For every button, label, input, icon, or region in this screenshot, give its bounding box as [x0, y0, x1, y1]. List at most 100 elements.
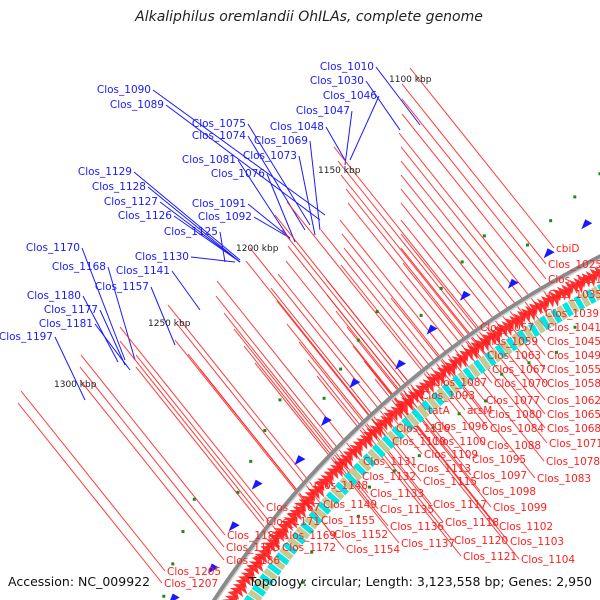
gene-label-forward: Clos_1128	[92, 181, 146, 193]
cog-category-block	[436, 387, 450, 402]
reverse-cds-arrow	[280, 520, 293, 531]
gene-label-reverse: Clos_1100	[432, 436, 486, 448]
leader-line	[298, 155, 316, 236]
cog-category-block	[484, 351, 497, 367]
cog-category-block	[516, 329, 530, 345]
reverse-cds-arrow	[295, 502, 307, 513]
leader-line	[401, 83, 547, 265]
gc-marker	[439, 286, 443, 290]
gc-marker	[181, 530, 185, 534]
cog-category-block	[353, 462, 368, 477]
gene-label-reverse: Clos_1152	[334, 529, 388, 541]
reverse-cds-arrow	[283, 517, 298, 529]
leader-line	[400, 146, 546, 328]
gene-label-forward: Clos_1125	[164, 226, 218, 238]
cog-category-block	[573, 295, 586, 311]
reverse-cds-arrow	[263, 542, 276, 553]
gene-label-reverse: Clos_1025	[548, 259, 600, 271]
leader-line	[400, 233, 546, 415]
reverse-cds-arrow	[581, 273, 592, 288]
reverse-cds-arrow	[339, 454, 353, 468]
gene-label-forward: Clos_1180	[27, 290, 81, 302]
gene-label-reverse: Clos_1115	[423, 476, 477, 488]
reverse-cds-arrow	[286, 513, 298, 523]
leader-line	[147, 186, 241, 263]
leader-line	[119, 340, 265, 522]
cog-category-block	[357, 457, 372, 472]
leader-line	[54, 336, 86, 401]
cog-category-block	[596, 283, 600, 292]
gc-marker	[419, 313, 423, 317]
gene-label-reverse: Clos_1063	[487, 350, 541, 362]
leader-line	[352, 345, 498, 527]
reverse-cds-arrow	[536, 298, 548, 315]
cog-category-block	[511, 333, 524, 348]
reverse-cds-arrow	[520, 308, 531, 323]
gene-label-reverse: Clos_1119	[392, 436, 446, 448]
cog-category-block	[489, 347, 503, 363]
gc-marker	[457, 412, 461, 416]
reverse-cds-arrow	[451, 356, 462, 369]
gene-label-reverse: Clos_1095	[472, 454, 526, 466]
leader-line	[167, 304, 313, 486]
forward-cds-arrow	[170, 593, 180, 600]
reverse-cds-arrow	[548, 291, 560, 308]
reverse-cds-arrow	[524, 305, 536, 322]
gene-label-reverse: Clos_1088	[487, 440, 541, 452]
reverse-cds-arrow	[569, 279, 579, 294]
gene-label-reverse: Clos_1068	[547, 423, 600, 435]
reverse-cds-arrow	[540, 296, 551, 309]
cog-category-block	[505, 336, 519, 352]
leader-line	[400, 219, 546, 401]
reverse-cds-arrow	[232, 584, 248, 595]
leader-line	[326, 294, 472, 476]
reverse-cds-arrow	[227, 590, 240, 600]
reverse-cds-arrow	[501, 321, 512, 337]
cog-category-block	[579, 292, 591, 308]
leader-line	[390, 297, 536, 479]
forward-cds-arrow	[320, 416, 332, 427]
reverse-cds-arrow	[485, 331, 496, 345]
reverse-cds-arrow	[268, 534, 280, 545]
cog-category-block	[585, 289, 597, 305]
cog-category-block	[500, 340, 513, 356]
cog-category-block	[562, 301, 574, 317]
leader-line	[94, 323, 131, 371]
gene-labels: Clos_1010 Clos_1030 Clos_1090 Clos_1046 Clos…	[0, 61, 600, 590]
cog-category-block	[533, 318, 546, 334]
gc-marker	[162, 594, 166, 598]
reverse-cds-arrow	[301, 495, 316, 508]
gc-marker	[192, 497, 196, 501]
gene-label-reverse: Clos_1167	[266, 502, 320, 514]
gene-label-reverse: Clos_1067	[492, 364, 546, 376]
cog-category-block	[312, 506, 328, 520]
backbone-highlight	[216, 258, 600, 600]
reverse-cds-arrow	[470, 342, 480, 354]
gene-label-reverse: Clos_1131	[363, 456, 417, 468]
reverse-cds-arrow	[304, 492, 316, 502]
leader-line	[398, 132, 544, 314]
reverse-cds-arrow	[362, 431, 373, 442]
cog-category-block	[473, 359, 487, 374]
leader-line	[243, 345, 389, 527]
leader-line	[152, 89, 326, 216]
cog-category-block	[396, 421, 410, 436]
reverse-cds-arrow	[235, 579, 247, 589]
cog-category-block	[416, 404, 430, 419]
reverse-cds-arrow	[400, 397, 413, 411]
gene-label-reverse: Clos_1113	[417, 463, 471, 475]
gene-label-reverse: Clos_1041	[547, 322, 600, 334]
cog-category-block	[287, 536, 302, 550]
gene-label-reverse: Clos_1071	[549, 438, 600, 450]
cog-category-block	[334, 481, 349, 496]
gc-marker	[356, 338, 360, 342]
leader-line	[401, 113, 547, 295]
forward-cds-arrow	[294, 455, 306, 466]
leader-line	[333, 146, 479, 328]
reverse-cds-arrow	[505, 318, 515, 331]
cog-category-block	[494, 344, 508, 359]
gene-label-reverse: Clos_1104	[521, 554, 575, 566]
gene-label-forward: Clos_1197	[0, 331, 53, 343]
cog-category-block	[467, 363, 481, 378]
gene-label-reverse: Clos_1118	[445, 517, 499, 529]
